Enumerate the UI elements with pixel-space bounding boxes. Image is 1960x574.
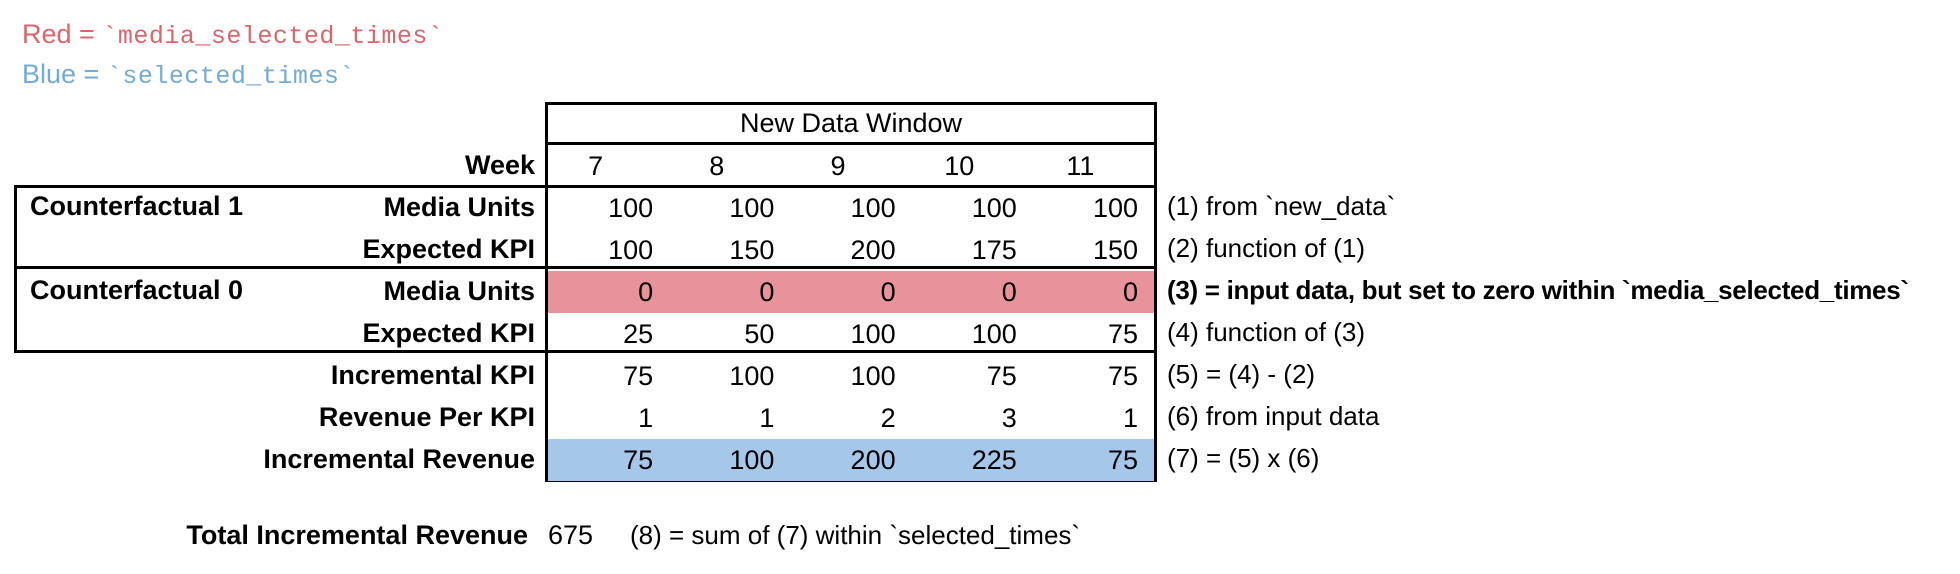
value-cell: 75 <box>623 445 654 475</box>
week-number-row: 7 8 9 10 11 <box>548 145 1154 187</box>
new-data-window-header: New Data Window <box>548 105 1154 145</box>
annotation-8: (8) = sum of (7) within `selected_times` <box>630 520 1081 550</box>
annotation-5: (5) = (4) - (2) <box>1167 359 1316 389</box>
value-cell: 75 <box>623 361 654 391</box>
week-number: 7 <box>588 151 604 181</box>
week-number: 8 <box>709 151 725 181</box>
legend-red-code: `media_selected_times` <box>102 22 444 51</box>
annotation-7: (7) = (5) x (6) <box>1167 443 1320 473</box>
value-cell: 3 <box>1001 403 1017 433</box>
value-cell: 100 <box>608 193 654 223</box>
week-row-label: Week <box>464 150 535 180</box>
value-cell: 100 <box>971 319 1017 349</box>
row-label-expected-kpi-cf1: Expected KPI <box>362 234 535 264</box>
value-cell: 100 <box>729 361 775 391</box>
data-table: New Data Window 7 8 9 10 11 100 100 100 … <box>545 102 1157 482</box>
legend-blue-line: Blue = `selected_times` <box>22 54 443 94</box>
value-cell: 2 <box>880 403 896 433</box>
value-cell: 0 <box>880 277 896 307</box>
value-cell: 150 <box>729 235 775 265</box>
legend-red-prefix: Red = <box>22 19 103 49</box>
total-value: 675 <box>547 520 593 550</box>
total-label: Total Incremental Revenue <box>186 520 528 550</box>
value-cell: 0 <box>1001 277 1017 307</box>
row-label-incremental-revenue: Incremental Revenue <box>263 444 535 474</box>
value-cell: 100 <box>850 361 896 391</box>
value-cell: 1 <box>759 403 775 433</box>
annotation-2: (2) function of (1) <box>1167 233 1365 263</box>
annotation-1: (1) from `new_data` <box>1167 191 1396 221</box>
value-cell: 225 <box>971 445 1017 475</box>
legend-blue-prefix: Blue = <box>22 59 107 89</box>
color-legend: Red = `media_selected_times` Blue = `sel… <box>22 14 443 94</box>
value-cell: 75 <box>1107 445 1139 475</box>
value-cell: 175 <box>971 235 1017 265</box>
row-expected-kpi-cf0: 25 50 100 100 75 <box>548 313 1154 355</box>
row-label-column: Week Media Units Expected KPI Media Unit… <box>0 144 535 480</box>
value-cell: 150 <box>1092 235 1139 265</box>
legend-red-line: Red = `media_selected_times` <box>22 14 443 54</box>
row-incremental-kpi: 75 100 100 75 75 <box>548 355 1154 397</box>
value-cell: 200 <box>850 445 896 475</box>
value-cell: 0 <box>638 277 654 307</box>
value-cell: 100 <box>608 235 654 265</box>
row-incremental-revenue-highlighted: 75 100 200 225 75 <box>548 439 1154 481</box>
value-cell: 75 <box>986 361 1017 391</box>
value-cell: 100 <box>971 193 1017 223</box>
row-label-incremental-kpi: Incremental KPI <box>330 360 535 390</box>
week-number: 10 <box>944 151 975 181</box>
row-label-media-units-cf1: Media Units <box>383 192 535 222</box>
annotation-3: (3) = input data, but set to zero within… <box>1167 275 1909 305</box>
row-revenue-per-kpi: 1 1 2 3 1 <box>548 397 1154 439</box>
value-cell: 100 <box>729 193 775 223</box>
value-cell: 0 <box>759 277 775 307</box>
value-cell: 100 <box>850 193 896 223</box>
value-cell: 100 <box>729 445 775 475</box>
value-cell: 1 <box>1122 403 1139 433</box>
row-label-media-units-cf0: Media Units <box>383 276 535 306</box>
row-media-units-cf0-highlighted: 0 0 0 0 0 <box>548 271 1154 313</box>
group-label-counterfactual-1: Counterfactual 1 <box>30 191 244 221</box>
value-cell: 0 <box>1122 277 1139 307</box>
value-cell: 25 <box>623 319 654 349</box>
group-label-counterfactual-0: Counterfactual 0 <box>30 275 244 305</box>
value-cell: 75 <box>1107 361 1139 391</box>
total-incremental-revenue-row: Total Incremental Revenue 675 (8) = sum … <box>0 517 1960 553</box>
value-cell: 100 <box>1092 193 1139 223</box>
row-label-revenue-per-kpi: Revenue Per KPI <box>318 402 535 432</box>
annotation-column: (1) from `new_data` (2) function of (1) … <box>1167 185 1909 479</box>
value-cell: 200 <box>850 235 896 265</box>
value-cell: 100 <box>850 319 896 349</box>
row-media-units-cf1: 100 100 100 100 100 <box>548 187 1154 229</box>
week-number: 11 <box>1066 151 1095 181</box>
row-label-expected-kpi-cf0: Expected KPI <box>362 318 535 348</box>
legend-blue-code: `selected_times` <box>106 62 355 91</box>
annotation-6: (6) from input data <box>1167 401 1380 431</box>
value-cell: 50 <box>744 319 775 349</box>
value-cell: 75 <box>1107 319 1139 349</box>
row-expected-kpi-cf1: 100 150 200 175 150 <box>548 229 1154 271</box>
week-number: 9 <box>830 151 846 181</box>
annotation-4: (4) function of (3) <box>1167 317 1365 347</box>
value-cell: 1 <box>638 403 654 433</box>
